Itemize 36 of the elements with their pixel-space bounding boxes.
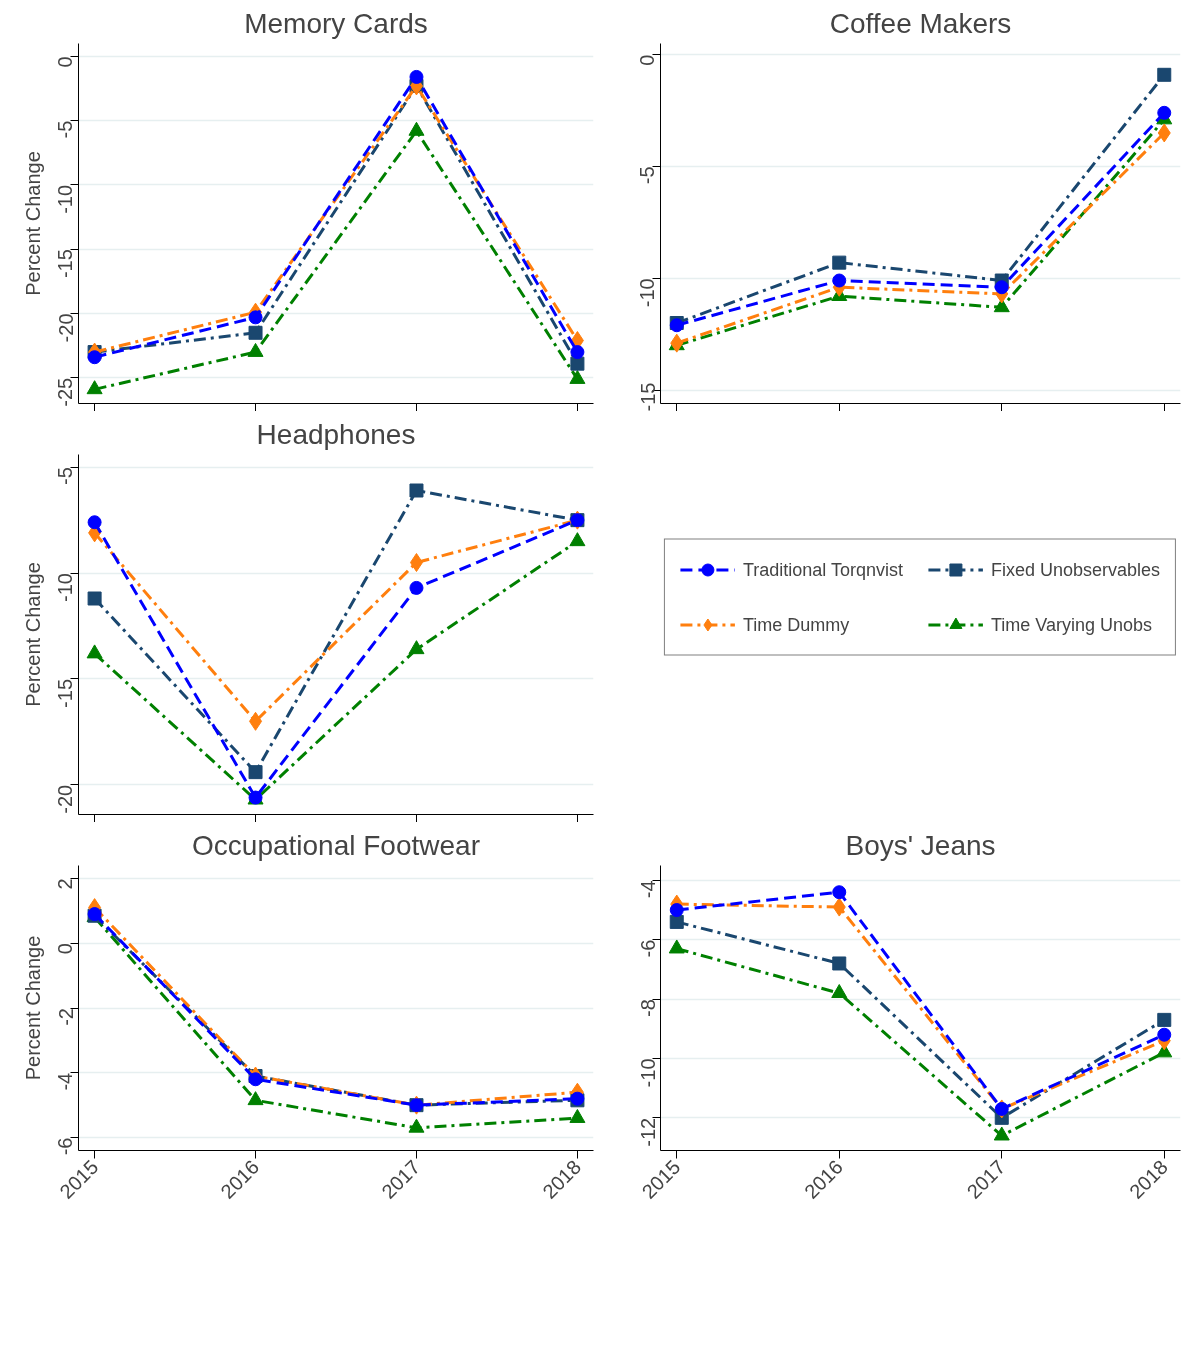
chart-title: Boys' Jeans	[845, 829, 996, 861]
y-tick-label: -6	[636, 939, 659, 958]
legend-label: Traditional Torqnvist	[742, 559, 903, 581]
legend-label: Time Varying Unobs	[990, 614, 1153, 636]
y-tick-label: -10	[54, 184, 77, 214]
y-tick-label: -10	[636, 278, 659, 308]
y-tick-label: -20	[54, 313, 77, 343]
legend-label: Time Dummy	[742, 614, 850, 636]
y-tick-label: -10	[54, 573, 77, 602]
y-tick-label: -4	[636, 880, 659, 899]
y-tick-label: -12	[636, 1117, 659, 1147]
y-tick-label: -5	[54, 120, 77, 139]
y-tick-label: -25	[54, 377, 77, 407]
y-tick-label: 0	[636, 54, 659, 66]
chart-title: Occupational Footwear	[192, 829, 480, 861]
chart-title: Coffee Makers	[829, 7, 1012, 39]
y-tick-label: -6	[54, 1137, 77, 1156]
y-tick-label: -20	[54, 784, 77, 814]
y-tick-label: -15	[636, 382, 659, 412]
y-axis-title: Percent Change	[21, 151, 44, 296]
y-tick-label: -15	[54, 678, 77, 708]
y-tick-label: 2	[54, 878, 77, 890]
y-tick-label: -5	[636, 166, 659, 185]
chart-title: Headphones	[256, 418, 416, 450]
y-tick-label: -15	[54, 249, 77, 279]
legend-label: Fixed Unobservables	[990, 559, 1161, 581]
y-tick-label: 0	[54, 56, 77, 68]
y-axis-title: Percent Change	[21, 935, 44, 1081]
y-tick-label: -10	[636, 1058, 659, 1088]
y-tick-label: -4	[54, 1072, 77, 1091]
y-tick-label: -2	[54, 1007, 77, 1026]
y-tick-label: -8	[636, 999, 659, 1017]
y-tick-label: -5	[54, 467, 77, 485]
y-tick-label: 0	[54, 943, 77, 955]
chart-title: Memory Cards	[244, 7, 428, 39]
y-axis-title: Percent Change	[21, 562, 44, 707]
